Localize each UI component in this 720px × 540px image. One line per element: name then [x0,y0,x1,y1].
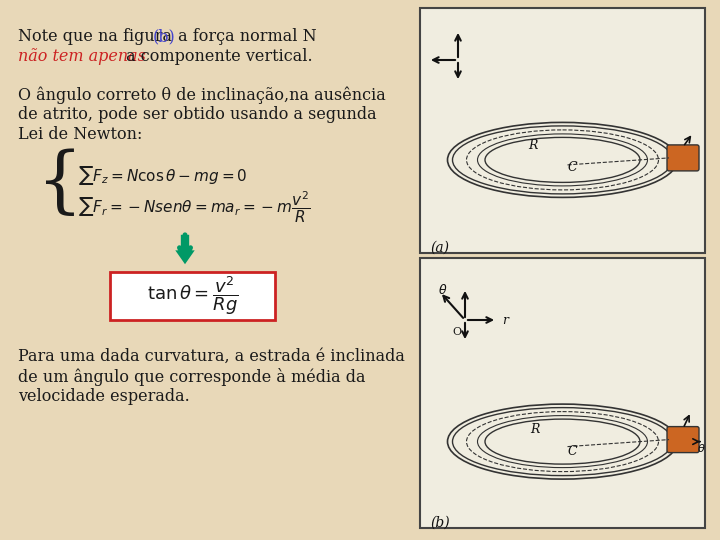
Text: $\sum F_z = N\cos\theta - mg = 0$: $\sum F_z = N\cos\theta - mg = 0$ [78,164,248,187]
Text: C: C [567,161,577,174]
FancyBboxPatch shape [667,427,699,453]
FancyBboxPatch shape [110,272,275,320]
Text: R: R [530,423,539,436]
Text: (b): (b) [153,28,176,45]
Text: r: r [502,314,508,327]
Text: de um ângulo que corresponde à média da: de um ângulo que corresponde à média da [18,368,366,386]
Text: R: R [528,139,537,152]
Text: $\sum F_r = -Nsen\theta = ma_r = -m\dfrac{v^2}{R}$: $\sum F_r = -Nsen\theta = ma_r = -m\dfra… [78,190,310,226]
FancyBboxPatch shape [420,258,705,528]
FancyBboxPatch shape [667,145,699,171]
Text: O ângulo correto θ de inclinação,na ausência: O ângulo correto θ de inclinação,na ausê… [18,86,386,104]
Text: não tem apenas: não tem apenas [18,48,146,65]
Text: a força normal N: a força normal N [173,28,317,45]
Text: $\tan\theta = \dfrac{v^2}{Rg}$: $\tan\theta = \dfrac{v^2}{Rg}$ [147,275,238,318]
Text: Para uma dada curvatura, a estrada é inclinada: Para uma dada curvatura, a estrada é inc… [18,348,405,365]
Text: Note que na figura: Note que na figura [18,28,177,45]
Text: $\theta$: $\theta$ [438,283,448,297]
Text: C: C [567,445,577,458]
Text: a componente vertical.: a componente vertical. [121,48,312,65]
Text: $\theta$: $\theta$ [697,442,706,454]
Text: Lei de Newton:: Lei de Newton: [18,126,143,143]
Text: de atrito, pode ser obtido usando a segunda: de atrito, pode ser obtido usando a segu… [18,106,377,123]
Text: O: O [452,327,462,337]
Text: (b): (b) [430,516,449,530]
Text: {: { [37,148,83,219]
Text: (a): (a) [430,241,449,255]
FancyBboxPatch shape [420,8,705,253]
Text: velocidade esperada.: velocidade esperada. [18,388,190,405]
